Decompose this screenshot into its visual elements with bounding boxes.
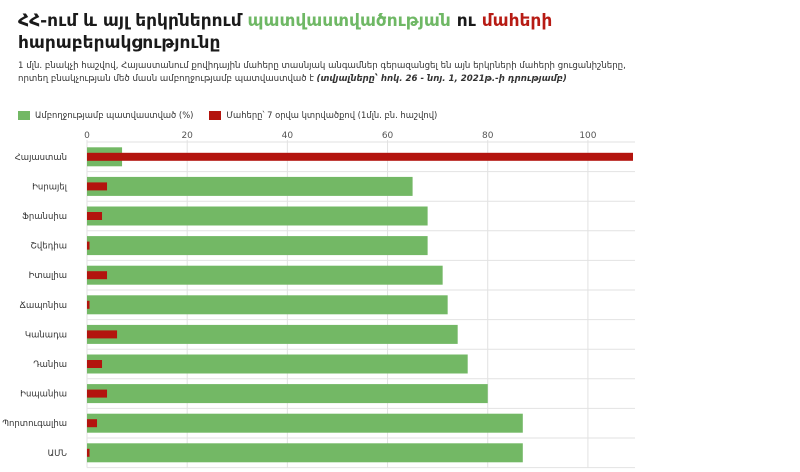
bar-vaccinated xyxy=(87,413,523,433)
category-label: Պորտուգալիա xyxy=(2,419,67,429)
bar-vaccinated xyxy=(87,354,468,374)
chart-row: Կանադա xyxy=(25,324,458,344)
title-part-5: հարաբերակցությունը xyxy=(18,33,221,53)
chart-row: Իսրայել xyxy=(32,176,413,196)
bar-deaths xyxy=(87,152,633,161)
legend-item-vaccinated: Ամբողջությամբ պատվաստված (%) xyxy=(18,110,193,120)
bar-vaccinated xyxy=(87,295,448,315)
chart-title: ՀՀ-ում և այլ երկրներում պատվաստվածության… xyxy=(18,10,778,54)
title-part-3: ու xyxy=(450,11,482,31)
subtitle-text: 1 մլն. բնակչի հաշվով, Հայաստանում քովիդա… xyxy=(18,61,626,84)
bar-deaths xyxy=(87,300,90,309)
category-label: Ճապոնիա xyxy=(19,301,67,311)
chart-row: Իսպանիա xyxy=(20,384,488,404)
bar-vaccinated xyxy=(87,176,413,196)
bar-vaccinated xyxy=(87,236,428,256)
bar-vaccinated xyxy=(87,384,488,404)
category-label: Իսրայել xyxy=(32,182,68,192)
bar-deaths xyxy=(87,389,108,398)
category-label: ԱՄՆ xyxy=(48,449,67,459)
x-tick-label: 0 xyxy=(84,131,90,141)
category-label: Դանիա xyxy=(33,360,67,370)
chart-row: Ճապոնիա xyxy=(19,295,448,315)
title-vaccination-word: պատվաստվածության xyxy=(247,11,451,31)
bar-deaths xyxy=(87,360,103,368)
legend-label-vaccinated: Ամբողջությամբ պատվաստված (%) xyxy=(35,110,194,120)
category-label: Շվեդիա xyxy=(30,242,67,252)
bar-deaths xyxy=(87,271,108,280)
category-label: Իսպանիա xyxy=(20,390,67,400)
legend-item-deaths: Մահերը՝ 7 օրվա կտրվածքով (1մլն. բն. հաշվ… xyxy=(209,110,437,120)
title-deaths-word: մահերի xyxy=(481,11,553,31)
category-label: Իտալիա xyxy=(29,271,67,281)
category-label: Հայաստան xyxy=(15,153,67,163)
x-tick-label: 20 xyxy=(181,131,193,141)
legend-label-deaths: Մահերը՝ 7 օրվա կտրվածքով (1մլն. բն. հաշվ… xyxy=(226,110,438,120)
x-tick-label: 40 xyxy=(282,131,294,141)
chart-row: ԱՄՆ xyxy=(48,443,523,463)
x-tick-label: 100 xyxy=(579,131,596,141)
chart-rows: Հայաստան Իսրայել Ֆրանսիա Շվեդիա Իտալիա Ճապոնի… xyxy=(2,147,633,463)
chart-row: Ֆրանսիա xyxy=(22,206,428,226)
category-label: Ֆրանսիա xyxy=(22,212,67,222)
bar-deaths xyxy=(87,330,118,339)
chart-row: Իտալիա xyxy=(29,265,443,285)
bar-deaths xyxy=(87,419,98,428)
bar-vaccinated xyxy=(87,206,428,226)
category-label: Կանադա xyxy=(25,330,67,340)
title-part-1: ՀՀ-ում և այլ երկրներում xyxy=(18,11,248,31)
bar-vaccinated xyxy=(87,443,523,463)
bar-vaccinated xyxy=(87,265,443,285)
chart-row: Շվեդիա xyxy=(30,236,428,256)
bar-deaths xyxy=(87,448,90,457)
chart-legend: Ամբողջությամբ պատվաստված (%) Մահերը՝ 7 օ… xyxy=(18,109,453,121)
legend-swatch-deaths xyxy=(209,110,222,120)
legend-swatch-vaccinated xyxy=(18,110,30,120)
chart-subtitle: 1 մլն. բնակչի հաշվով, Հայաստանում քովիդա… xyxy=(18,60,658,86)
bar-deaths xyxy=(87,212,103,220)
chart-row: Հայաստան xyxy=(15,147,633,167)
chart-row: Դանիա xyxy=(33,354,468,374)
bar-deaths xyxy=(87,182,108,191)
bar-chart: 0 20 40 60 80 100 Հայաստան Իսրայել Ֆրանսիա Շվեդի… xyxy=(2,131,635,469)
chart-row: Պորտուգալիա xyxy=(2,413,523,433)
x-tick-label: 60 xyxy=(382,131,394,141)
bar-vaccinated xyxy=(87,324,458,344)
subtitle-date-note: (տվյալները՝ հոկ. 26 - նոյ. 1, 2021թ.-ի դ… xyxy=(316,74,567,84)
bar-deaths xyxy=(87,241,90,250)
x-tick-label: 80 xyxy=(482,131,494,141)
x-axis-ticks: 0 20 40 60 80 100 xyxy=(84,131,597,141)
